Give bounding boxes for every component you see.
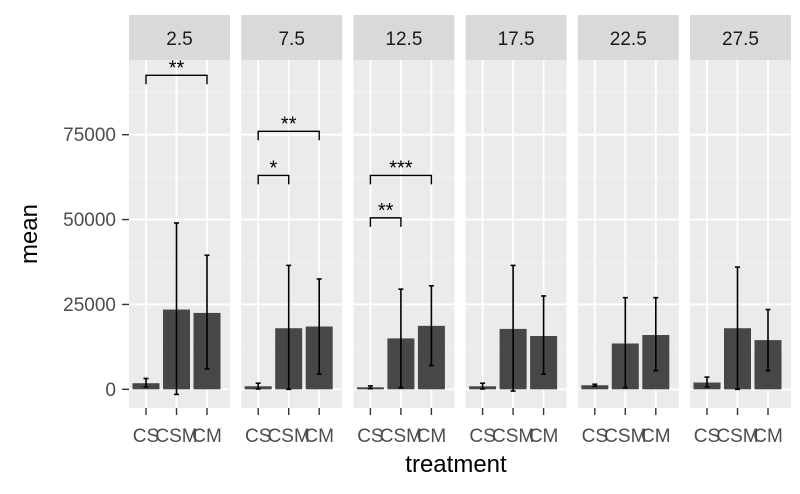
- significance-bracket: [145, 74, 208, 85]
- significance-label: **: [169, 57, 185, 79]
- facet-panels: 2.5CSCSMCM**7.5CSCSMCM***12.5CSCSMCM****…: [129, 15, 791, 447]
- facet-strip: [129, 15, 230, 60]
- facet-strip-label: 2.5: [166, 29, 192, 50]
- significance-bracket: [257, 130, 320, 141]
- y-axis-title: mean: [16, 204, 43, 264]
- x-tick-label: CM: [192, 426, 222, 447]
- significance-label: **: [378, 200, 394, 222]
- bar-CS: [581, 385, 609, 390]
- significance-label: *: [270, 157, 278, 179]
- x-tick-label: CSM: [604, 426, 646, 447]
- facet-strip-label: 22.5: [610, 29, 647, 50]
- y-axis: 0 25000 50000 75000: [63, 125, 129, 401]
- x-tick-label: CM: [304, 426, 334, 447]
- x-axis-title: treatment: [405, 451, 507, 478]
- significance-label: **: [281, 113, 297, 135]
- y-tick-label: 0: [105, 380, 116, 401]
- x-tick-label: CM: [417, 426, 447, 447]
- significance-label: ***: [389, 157, 413, 179]
- facet-strip: [690, 15, 791, 60]
- facet-strip-label: 12.5: [385, 29, 422, 50]
- x-tick-label: CSM: [155, 426, 197, 447]
- x-tick-label: CSM: [380, 426, 422, 447]
- facet-strip: [353, 15, 455, 60]
- y-tick-label: 25000: [63, 295, 116, 316]
- x-tick-label: CM: [529, 426, 559, 447]
- x-tick-label: CS: [469, 426, 495, 447]
- x-tick-label: CS: [245, 426, 271, 447]
- significance-bracket: [257, 174, 290, 185]
- x-tick-label: CS: [357, 426, 383, 447]
- x-tick-label: CS: [582, 426, 608, 447]
- y-tick-label: 75000: [63, 125, 116, 146]
- facet-strip: [465, 15, 567, 60]
- x-tick-label: CSM: [492, 426, 534, 447]
- facet-strip-label: 7.5: [278, 29, 304, 50]
- x-tick-label: CS: [694, 426, 720, 447]
- facet-strip: [241, 15, 343, 60]
- facet-strip-label: 27.5: [722, 29, 759, 50]
- x-tick-label: CSM: [716, 426, 758, 447]
- significance-bracket: [369, 217, 402, 227]
- x-tick-label: CS: [133, 426, 159, 447]
- x-tick-label: CM: [641, 426, 671, 447]
- facet-strip: [577, 15, 679, 60]
- significance-bracket: [369, 174, 433, 185]
- x-tick-label: CM: [753, 426, 783, 447]
- x-tick-label: CSM: [268, 426, 310, 447]
- facet-strip-label: 17.5: [498, 29, 535, 50]
- y-tick-label: 50000: [63, 210, 116, 231]
